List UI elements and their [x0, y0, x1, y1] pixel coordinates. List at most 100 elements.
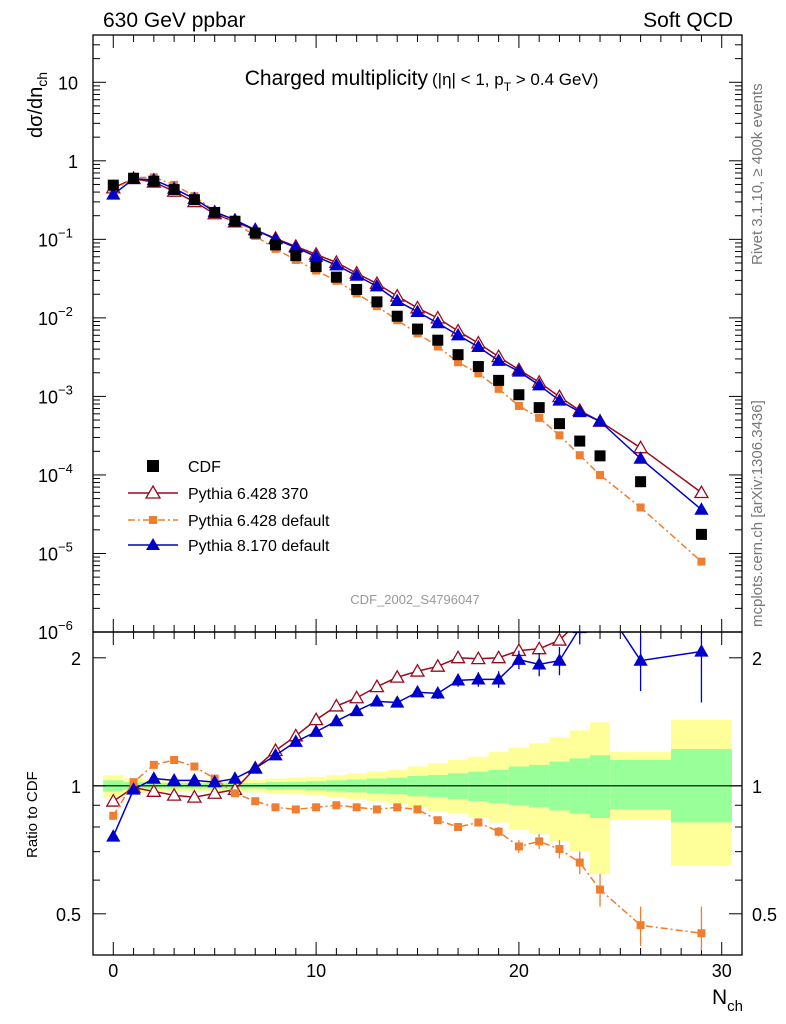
ratio-point-p8 [694, 644, 709, 657]
ratio-point-p6-370 [531, 640, 547, 655]
ratio-point-p8 [491, 672, 506, 685]
x-tick-label: 20 [509, 961, 529, 981]
ratio-tick-label-right: 0.5 [752, 905, 777, 925]
y-tick-label: 10−3 [38, 382, 73, 407]
ratio-point-p8 [167, 773, 182, 786]
ratio-point-p8 [126, 782, 141, 795]
ratio-point-p8 [106, 829, 121, 842]
series-point-p8 [572, 404, 587, 418]
y-tick-label: 10−2 [38, 304, 73, 329]
x-tick-label: 0 [108, 961, 118, 981]
data-layer [107, 172, 707, 540]
ratio-point-p6-default [190, 762, 199, 771]
ratio-point-p6-default [149, 760, 158, 769]
data-point-cdf [209, 206, 221, 218]
legend-label-cdf: CDF [188, 459, 221, 476]
ratio-point-p6-default [372, 805, 381, 814]
ratio-point-p8 [329, 713, 344, 727]
mcplots-label: mcplots.cern.ch [arXiv:1306.3436] [749, 400, 766, 627]
legend-marker-p6-default [149, 516, 157, 524]
data-point-cdf [493, 374, 505, 386]
ratio-tick-label-right: 2 [752, 649, 762, 669]
ratio-point-p6-370 [573, 614, 586, 625]
ratio-point-p8 [552, 653, 567, 666]
ratio-point-p8 [308, 724, 324, 737]
ratio-point-p6-default [352, 803, 361, 812]
series-point-p8 [532, 377, 547, 391]
ratio-point-p6-default [109, 811, 118, 820]
ratio-point-p8 [288, 734, 303, 747]
band-inner [589, 755, 611, 818]
series-point-p8 [410, 304, 425, 317]
band-inner [610, 759, 672, 810]
data-point-cdf [310, 261, 322, 273]
ratio-point-p6-370 [634, 596, 647, 607]
ratio-point-p8 [227, 771, 243, 784]
data-point-cdf [432, 334, 444, 346]
ratio-point-p8 [410, 684, 425, 698]
ratio-point-p6-default [312, 803, 321, 812]
series-point-p6-default [454, 358, 463, 367]
y-tick-label: 10−4 [38, 461, 73, 486]
header-right: Soft QCD [643, 9, 733, 32]
series-line-p6-default [112, 176, 702, 563]
data-point-cdf [107, 179, 119, 191]
series-point-p8 [471, 339, 486, 353]
series-point-p6-default [697, 557, 706, 566]
ratio-point-p6-default [129, 778, 138, 787]
ratio-point-p8 [390, 695, 405, 708]
ratio-point-p6-default [230, 789, 239, 798]
ratio-point-p8 [248, 760, 263, 774]
ratio-point-p8 [633, 653, 648, 666]
x-tick-label: 30 [712, 961, 732, 981]
data-point-cdf [188, 194, 200, 206]
series-point-p8 [390, 293, 405, 306]
series-point-p6-default [575, 451, 584, 460]
grid-layer: 0 10 20 30 10 1 10−1 10−2 10−3 10−4 10−5 10−6 0.5 0.5… [38, 34, 777, 981]
ratio-point-p6-370 [207, 785, 223, 799]
chart-title-cut: (|η| < 1, pT > 0.4 GeV) [432, 70, 598, 94]
series-point-p6-default [596, 471, 605, 480]
data-point-cdf [351, 283, 363, 295]
ratio-point-p6-default [433, 816, 442, 825]
data-point-cdf [330, 271, 342, 283]
data-point-cdf [270, 239, 282, 251]
data-point-cdf [594, 450, 606, 462]
ratio-point-p8 [450, 673, 466, 686]
ratio-point-p8 [268, 747, 283, 761]
series-layer [105, 170, 710, 951]
ratio-point-p6-370 [328, 698, 344, 712]
band-inner [488, 769, 509, 804]
series-point-p6-370 [693, 484, 710, 499]
legend-marker-p8 [146, 538, 160, 550]
ratio-point-p6-370 [409, 663, 426, 677]
ratio-point-p6-default [474, 818, 483, 827]
data-point-cdf [168, 184, 180, 196]
ratio-point-p6-default [271, 803, 280, 812]
ratio-point-p8 [349, 703, 364, 717]
series-point-p8 [511, 364, 527, 377]
ratio-point-p6-default [575, 858, 584, 867]
ratio-point-p6-default [555, 845, 564, 854]
series-point-p8 [106, 187, 121, 200]
data-point-cdf [148, 175, 160, 187]
data-point-cdf [412, 323, 423, 335]
ratio-point-p8 [430, 686, 445, 699]
ratio-point-p8 [511, 652, 527, 665]
ratio-point-p8 [187, 773, 202, 786]
series-point-p6-default [514, 401, 523, 410]
data-point-cdf [371, 296, 383, 308]
ratio-point-p6-default [535, 837, 544, 846]
ratio-point-p6-370 [430, 658, 446, 672]
series-point-p8 [491, 353, 506, 366]
data-point-cdf [472, 361, 484, 373]
data-point-cdf [513, 389, 525, 401]
ratio-point-p8 [369, 694, 385, 707]
ratio-point-p8 [532, 657, 547, 670]
ratio-point-p6-default [291, 805, 300, 814]
legend: CDF Pythia 6.428 370 Pythia 6.428 defaul… [128, 459, 330, 555]
ratio-tick-label: 2 [71, 649, 81, 669]
data-point-cdf [290, 250, 302, 262]
analysis-id-label: CDF_2002_S4796047 [350, 592, 479, 607]
ratio-point-p6-default [393, 803, 402, 812]
